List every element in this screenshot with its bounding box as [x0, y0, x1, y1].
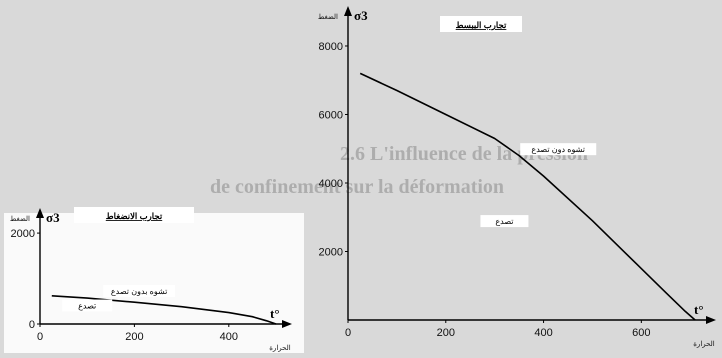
annotation-label: تصدع — [495, 217, 513, 226]
y-tick-label: 2000 — [11, 228, 35, 240]
chart-title: تجارب الانضغاط — [106, 211, 163, 222]
annotation-box — [480, 215, 529, 228]
y-tick-label: 8000 — [319, 41, 343, 53]
background-heading-2: de confinement sur la déformation — [210, 176, 504, 198]
y-tick-label: 0 — [29, 319, 35, 331]
y-axis-arrow — [36, 208, 44, 218]
plot-panel — [4, 213, 304, 353]
chart-title-box — [440, 16, 522, 32]
y-tick-label: 2000 — [319, 246, 343, 258]
x-tick-label: 0 — [37, 331, 43, 343]
annotation-box — [103, 285, 176, 297]
x-axis-label: الحرارة — [269, 344, 291, 352]
annotation-box — [520, 143, 597, 156]
x-axis-arrow — [706, 316, 716, 324]
y-axis-arrow — [344, 6, 352, 16]
y-axis-label: الضغط — [10, 215, 30, 223]
chart-compression: 0 200 400 0 2000 σ3 الضغط t° الحرارة تجارب الانضغ… — [4, 207, 304, 353]
chart-extension: 0 200 400 600 2000 4000 6000 8000 σ3 الضغط t° الحرا… — [318, 6, 716, 348]
y-tick-label: 4000 — [319, 178, 343, 190]
y-tick-label: 6000 — [319, 109, 343, 121]
x-axis-arrow — [282, 320, 292, 328]
y-axis-symbol: σ3 — [46, 210, 60, 225]
x-axis-symbol: t° — [694, 302, 704, 317]
x-tick-label: 0 — [345, 327, 351, 339]
y-axis-symbol: σ3 — [354, 8, 368, 23]
x-tick-label: 400 — [220, 331, 238, 343]
chart-title-box — [74, 207, 194, 223]
x-axis-symbol: t° — [270, 306, 280, 321]
x-tick-label: 400 — [534, 327, 552, 339]
series-line — [359, 72, 696, 321]
y-axis-label: الضغط — [318, 13, 338, 21]
chart-title: تجارب الببسط — [456, 20, 507, 31]
x-tick-label: 200 — [125, 331, 143, 343]
annotation-box — [62, 299, 113, 312]
annotation-label: تشوه بدون تصدع — [111, 287, 167, 296]
x-axis-label: الحرارة — [693, 340, 715, 348]
annotation-label: تشوه دون تصدع — [531, 145, 585, 154]
x-tick-label: 600 — [632, 327, 650, 339]
series-line — [51, 295, 277, 325]
x-tick-label: 200 — [437, 327, 455, 339]
annotation-label: تصدع — [78, 302, 96, 311]
